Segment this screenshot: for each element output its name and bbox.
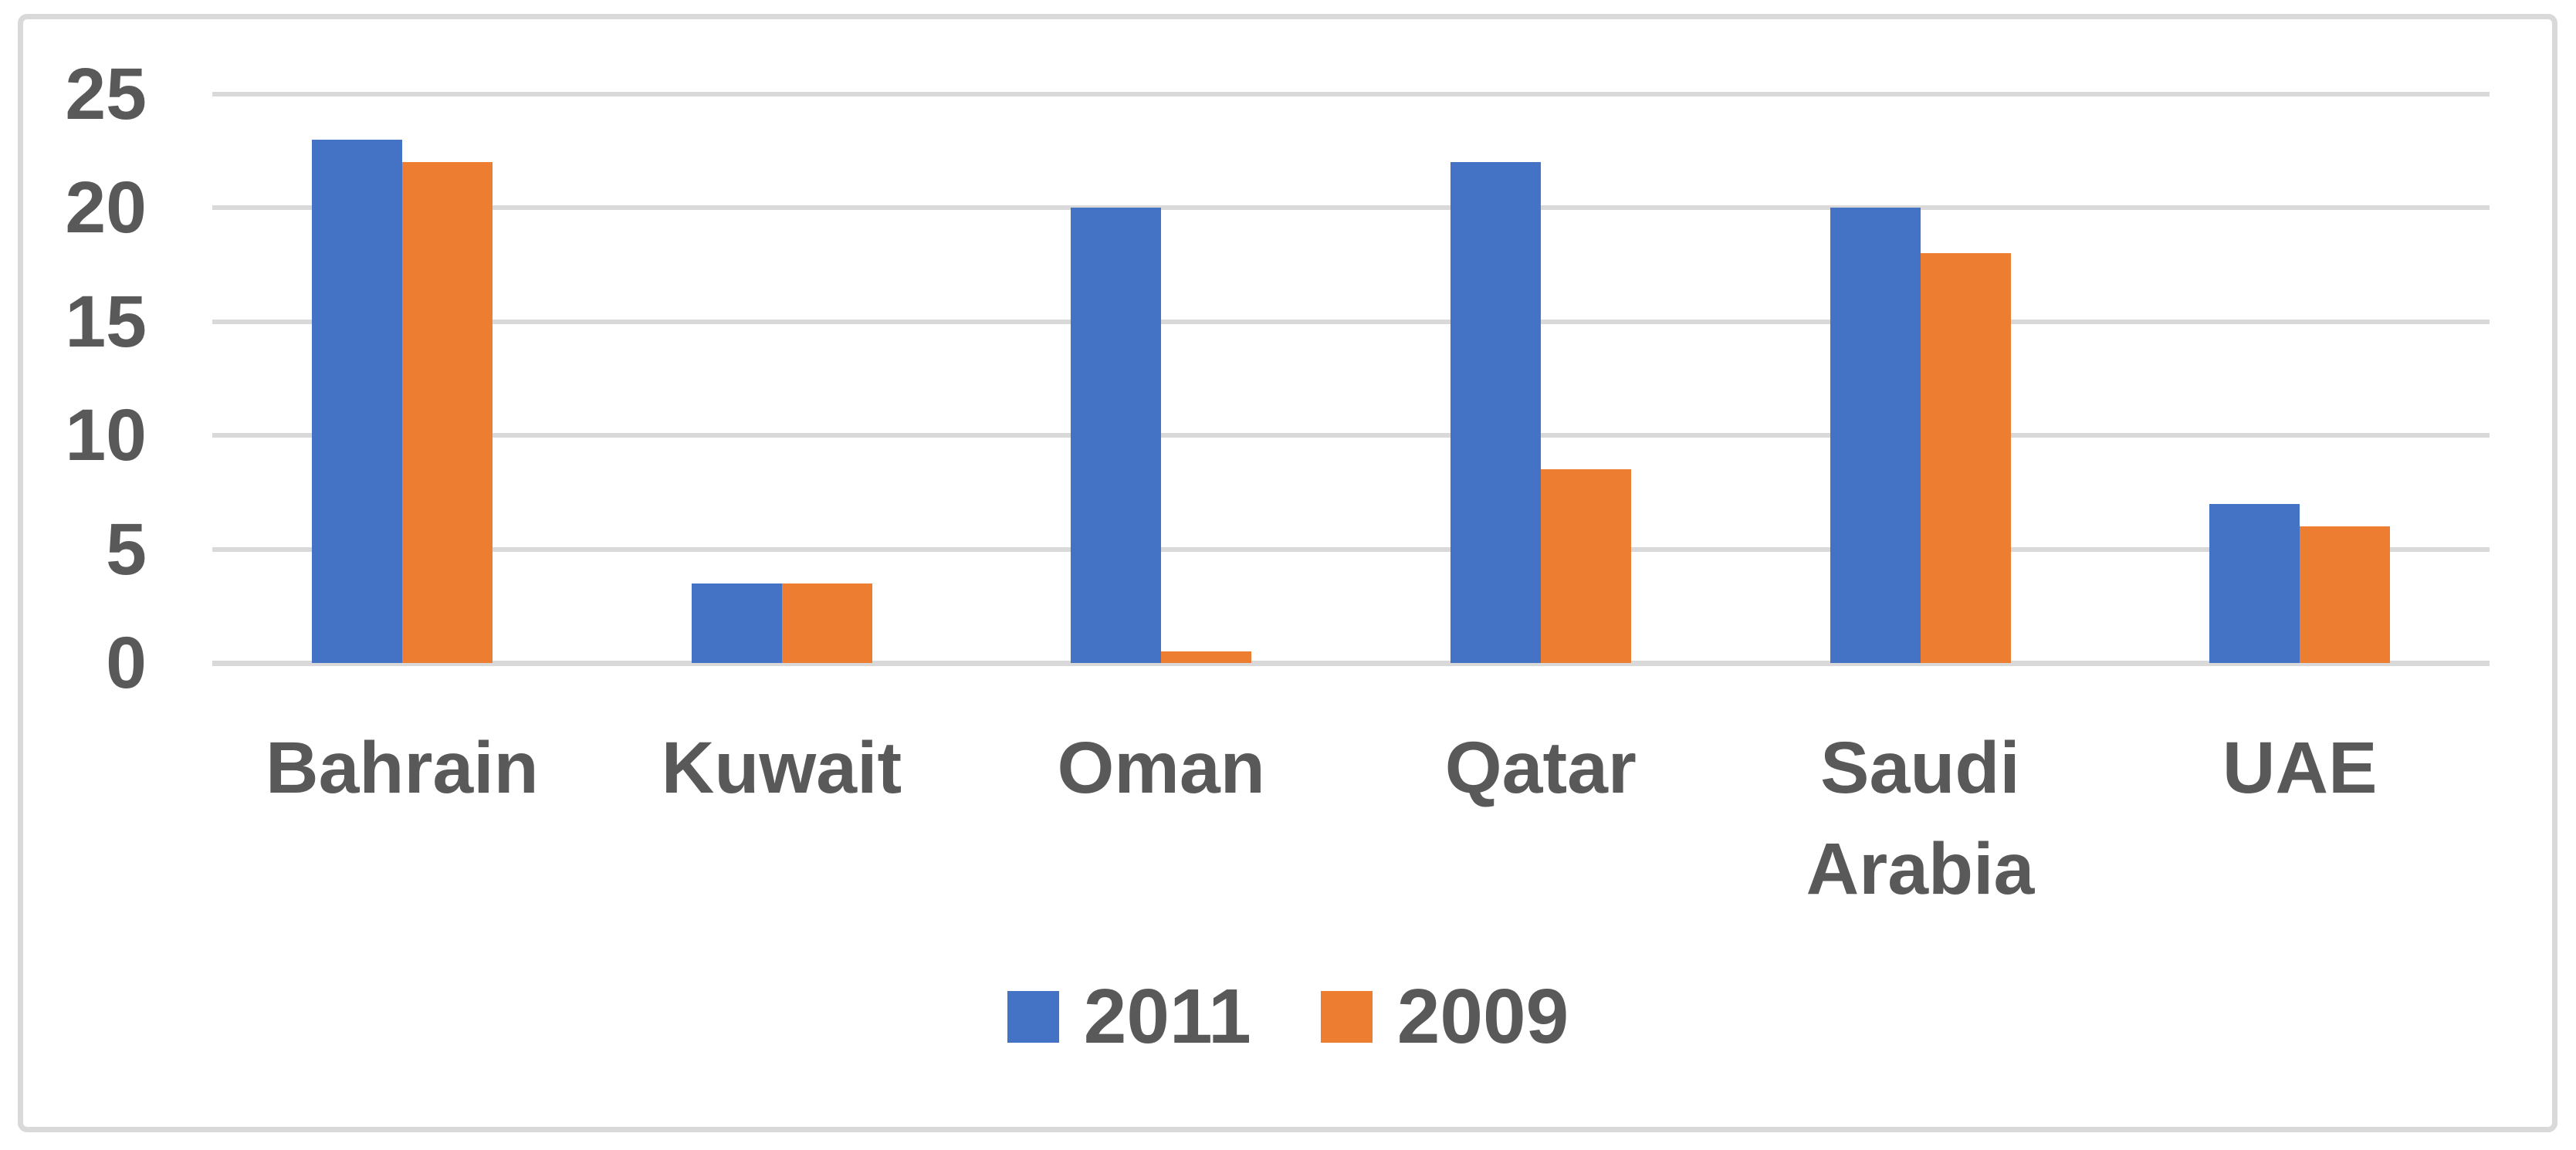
x-axis-label-oman: Oman: [1057, 727, 1265, 809]
gridline-y-15: [212, 319, 2490, 324]
gridline-y-5: [212, 546, 2490, 552]
bar-2011-kuwait: [691, 583, 782, 663]
plot-area: [212, 92, 2490, 666]
bar-2011-qatar: [1450, 162, 1541, 663]
bar-2011-oman: [1071, 208, 1162, 663]
legend-swatch-2011: [1007, 990, 1059, 1043]
bar-2009-bahrain: [401, 162, 493, 663]
x-axis-label-uae: UAE: [2222, 727, 2378, 809]
y-tick-label-15: 15: [65, 280, 147, 363]
gridline-y-20: [212, 205, 2490, 211]
y-tick-label-25: 25: [65, 53, 147, 135]
bar-2009-qatar: [1540, 469, 1631, 663]
y-tick-label-10: 10: [65, 394, 147, 477]
bar-2009-uae: [2300, 526, 2391, 663]
x-axis-label-bahrain: Bahrain: [265, 727, 539, 809]
bar-2011-saudi-arabia: [1830, 208, 1921, 663]
gridline-y-10: [212, 433, 2490, 438]
legend-swatch-2009: [1320, 990, 1373, 1043]
y-tick-label-5: 5: [106, 508, 147, 590]
x-axis-label-saudi-arabia: Saudi Arabia: [1806, 727, 2035, 911]
bar-2009-oman: [1161, 651, 1252, 663]
y-tick-label-0: 0: [106, 622, 147, 704]
legend-label-2009: 2009: [1396, 973, 1569, 1060]
gridline-y-25: [212, 92, 2490, 96]
legend-label-2011: 2011: [1083, 973, 1251, 1060]
legend: 2011 2009: [0, 974, 2576, 1059]
y-tick-label-20: 20: [65, 167, 147, 249]
bar-2011-uae: [2209, 503, 2300, 663]
bar-2009-saudi-arabia: [1920, 253, 2011, 663]
bar-2009-kuwait: [781, 583, 872, 663]
legend-item-2009: 2009: [1320, 973, 1569, 1060]
legend-item-2011: 2011: [1007, 974, 1251, 1059]
x-axis-baseline: [212, 661, 2490, 666]
bar-2011-bahrain: [311, 139, 402, 663]
x-axis-label-qatar: Qatar: [1444, 727, 1637, 809]
x-axis-label-kuwait: Kuwait: [661, 727, 902, 809]
